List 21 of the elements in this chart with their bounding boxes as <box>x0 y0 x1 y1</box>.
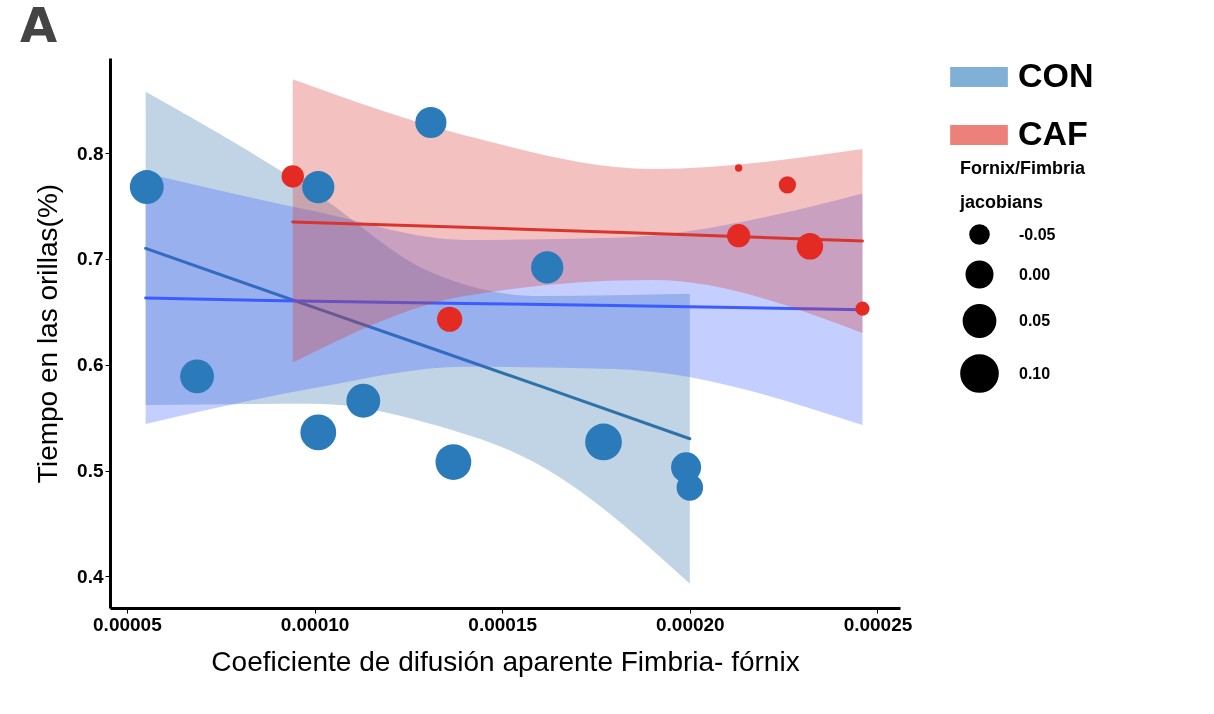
line-series <box>144 246 692 441</box>
y-tick-label: 0.7 <box>77 248 104 270</box>
y-tick-label: 0.8 <box>77 142 104 164</box>
legend-label: -0.05 <box>1019 225 1056 243</box>
x-tick-label: 0.00010 <box>280 613 350 635</box>
x-tick-label: 0.00005 <box>93 613 163 635</box>
y-tick-label: 0.6 <box>77 354 104 376</box>
x-tick-label: 0.00020 <box>655 613 725 635</box>
legend-label: 0.10 <box>1019 364 1051 382</box>
legend-title: Fornix/Fimbria jacobians <box>959 158 1086 212</box>
y-tick-label: 0.4 <box>77 565 104 587</box>
x-axis-title: Coeficiente de difusión aparente Fimbria- fórnix <box>211 645 800 677</box>
y-axis-title: Tiempo en las orillas(%) <box>32 183 64 484</box>
legend-label: 0.00 <box>1019 265 1051 283</box>
x-tick-label: 0.00015 <box>468 613 538 635</box>
chart-title: A <box>20 0 58 53</box>
x-tick-label: 0.00025 <box>843 613 913 635</box>
legend-label: CAF <box>1018 114 1088 152</box>
legend-label: CON <box>1018 56 1094 94</box>
y-tick-label: 0.5 <box>77 460 104 481</box>
legend-label: 0.05 <box>1019 312 1051 329</box>
